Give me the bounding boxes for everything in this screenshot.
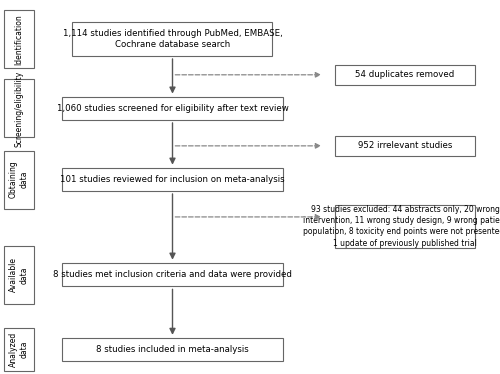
FancyBboxPatch shape: [4, 246, 34, 304]
FancyBboxPatch shape: [335, 136, 475, 156]
Text: 93 studies excluded: 44 abstracts only, 20 wrong
intervention, 11 wrong study de: 93 studies excluded: 44 abstracts only, …: [302, 205, 500, 248]
FancyBboxPatch shape: [4, 151, 34, 209]
Text: Available
data: Available data: [9, 257, 29, 292]
Text: 1,114 studies identified through PubMed, EMBASE,
Cochrane database search: 1,114 studies identified through PubMed,…: [62, 29, 282, 49]
Text: Identification: Identification: [14, 14, 24, 65]
Text: Analyzed
data: Analyzed data: [9, 332, 29, 367]
Text: Screening/eligibility: Screening/eligibility: [14, 70, 24, 147]
Text: 8 studies met inclusion criteria and data were provided: 8 studies met inclusion criteria and dat…: [53, 270, 292, 279]
FancyBboxPatch shape: [335, 205, 475, 248]
FancyBboxPatch shape: [335, 65, 475, 85]
FancyBboxPatch shape: [4, 328, 34, 371]
Text: 8 studies included in meta-analysis: 8 studies included in meta-analysis: [96, 345, 249, 354]
FancyBboxPatch shape: [62, 168, 282, 191]
FancyBboxPatch shape: [62, 338, 282, 361]
Text: 952 irrelevant studies: 952 irrelevant studies: [358, 141, 452, 150]
Text: 1,060 studies screened for eligibility after text review: 1,060 studies screened for eligibility a…: [56, 104, 288, 113]
FancyBboxPatch shape: [4, 10, 34, 68]
FancyBboxPatch shape: [62, 97, 282, 120]
FancyBboxPatch shape: [4, 80, 34, 138]
Text: 54 duplicates removed: 54 duplicates removed: [356, 70, 454, 79]
Text: 101 studies reviewed for inclusion on meta-analysis: 101 studies reviewed for inclusion on me…: [60, 175, 285, 184]
FancyBboxPatch shape: [72, 22, 272, 56]
Text: Obtaining
data: Obtaining data: [9, 161, 29, 198]
FancyBboxPatch shape: [62, 263, 282, 286]
